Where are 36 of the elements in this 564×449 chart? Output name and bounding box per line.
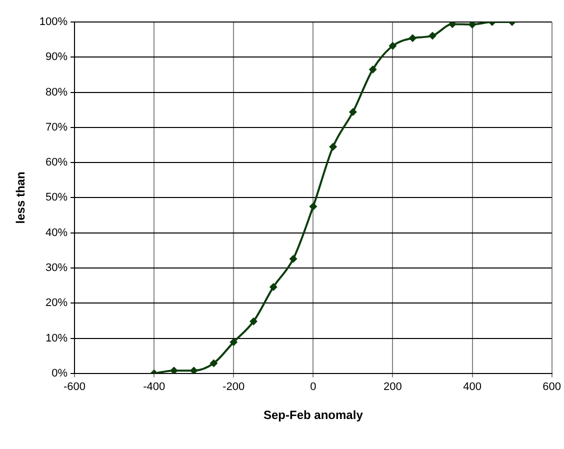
x-axis-title: Sep-Feb anomaly (264, 408, 364, 422)
y-tick-label: 10% (46, 332, 68, 344)
y-tick-label: 30% (46, 262, 68, 274)
x-tick-label: -400 (143, 381, 166, 394)
x-tick-label: -200 (222, 381, 245, 394)
y-tick-label: 0% (52, 367, 68, 380)
point (210, 359, 218, 368)
x-tick-label: 600 (542, 381, 562, 394)
y-tick-label: 70% (46, 121, 68, 134)
point (408, 34, 417, 42)
point (250, 317, 258, 326)
x-tick-label: 400 (463, 381, 482, 394)
point (428, 32, 436, 40)
point (289, 254, 298, 263)
y-tick-label: 90% (46, 51, 68, 64)
y-tick-label: 80% (46, 86, 68, 98)
point (348, 108, 357, 116)
point (388, 42, 397, 50)
y-tick-label: 40% (46, 226, 68, 239)
point (269, 282, 278, 291)
point (170, 366, 178, 374)
point (368, 65, 377, 74)
x-tick-label: 200 (384, 381, 402, 394)
y-tick-label: 50% (46, 192, 68, 204)
point (329, 142, 338, 151)
point (230, 338, 238, 346)
y-tick-label: 20% (46, 297, 68, 310)
point (468, 22, 476, 28)
x-tick-label: -600 (64, 381, 86, 394)
y-tick-label: 60% (46, 156, 68, 169)
point (309, 202, 318, 210)
y-tick-label: 100% (39, 16, 68, 28)
point (448, 22, 456, 28)
x-tick-label: 0 (310, 381, 316, 394)
point (190, 366, 198, 374)
y-axis-title: less than (14, 172, 28, 224)
